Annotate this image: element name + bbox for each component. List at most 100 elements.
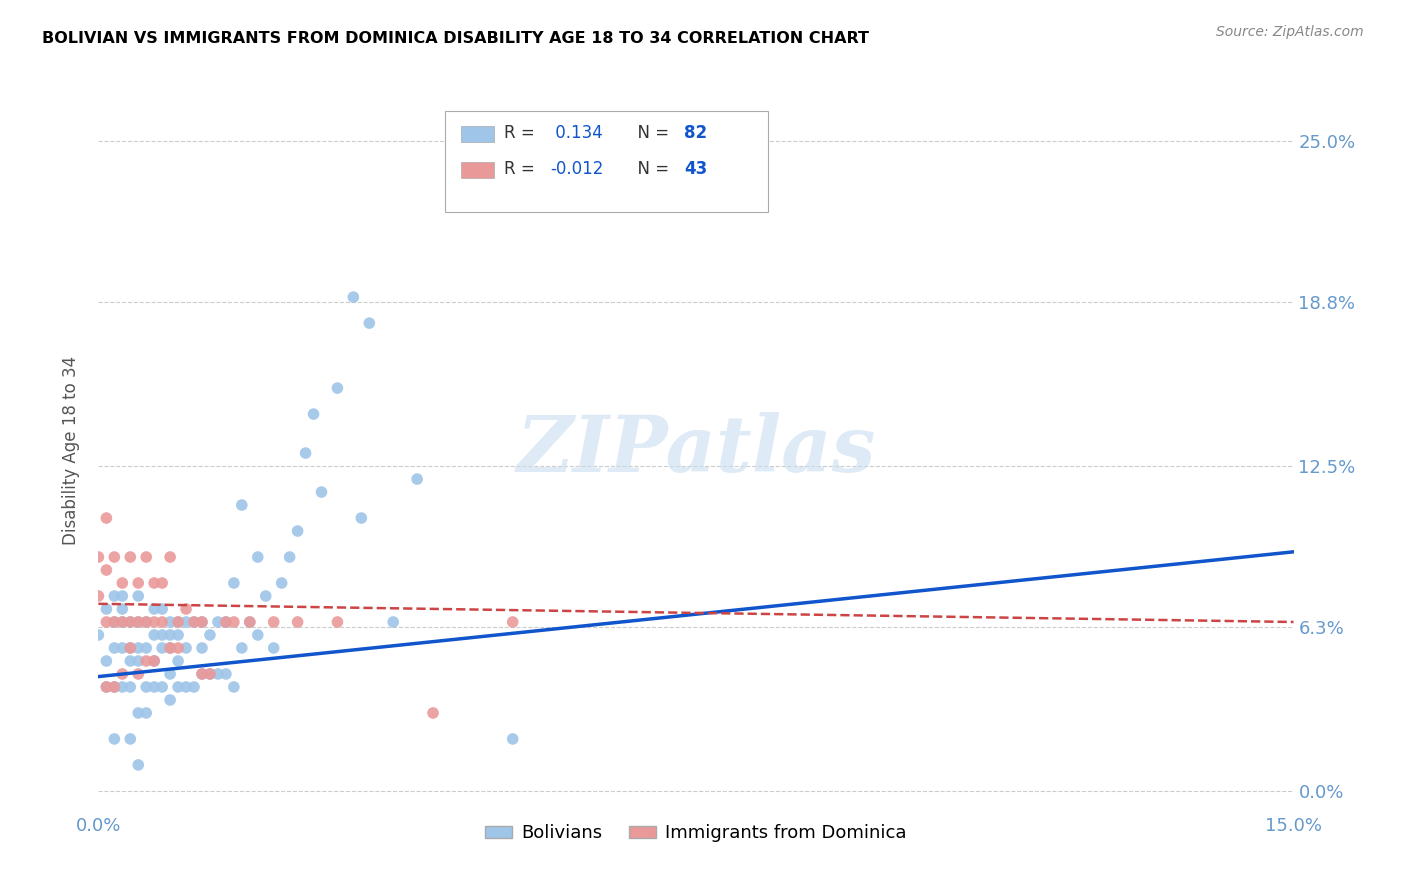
Point: [167, 615, 190, 629]
Text: 82: 82: [685, 124, 707, 142]
Text: N =: N =: [627, 124, 673, 142]
Point: [135, 549, 157, 564]
Point: [96, 680, 118, 694]
Point: [406, 472, 429, 486]
Point: [167, 615, 190, 629]
Point: [167, 640, 190, 655]
Point: [111, 602, 134, 616]
Point: [96, 563, 118, 577]
Point: [183, 615, 205, 629]
Point: [143, 602, 166, 616]
Point: [120, 640, 142, 655]
Point: [311, 485, 333, 500]
Point: [359, 316, 381, 330]
Point: [222, 576, 245, 591]
Point: [207, 615, 229, 629]
Point: [222, 680, 245, 694]
Point: [135, 640, 157, 655]
Point: [120, 615, 142, 629]
Point: [143, 654, 166, 668]
Point: [143, 615, 166, 629]
Point: [215, 667, 238, 681]
Point: [120, 654, 142, 668]
Point: [103, 680, 125, 694]
Point: [103, 549, 125, 564]
Point: [111, 576, 134, 591]
Point: [326, 615, 349, 629]
Point: [246, 549, 269, 564]
Point: [326, 381, 349, 395]
Point: [231, 640, 253, 655]
Point: [183, 615, 205, 629]
Point: [103, 615, 125, 629]
Point: [143, 576, 166, 591]
Point: [502, 731, 524, 746]
Point: [159, 640, 181, 655]
Point: [159, 615, 181, 629]
Point: [191, 667, 214, 681]
Text: BOLIVIAN VS IMMIGRANTS FROM DOMINICA DISABILITY AGE 18 TO 34 CORRELATION CHART: BOLIVIAN VS IMMIGRANTS FROM DOMINICA DIS…: [42, 31, 869, 46]
Point: [103, 640, 125, 655]
Point: [96, 615, 118, 629]
Point: [96, 602, 118, 616]
Point: [96, 654, 118, 668]
Point: [87, 549, 110, 564]
Point: [120, 615, 142, 629]
Point: [127, 615, 149, 629]
Point: [239, 615, 262, 629]
Point: [120, 731, 142, 746]
Point: [198, 667, 221, 681]
Bar: [461, 162, 494, 178]
Point: [159, 667, 181, 681]
Point: [103, 615, 125, 629]
Point: [191, 615, 214, 629]
Point: [159, 693, 181, 707]
Text: R =: R =: [503, 124, 540, 142]
Point: [254, 589, 277, 603]
Point: [103, 680, 125, 694]
Point: [135, 680, 157, 694]
Point: [198, 628, 221, 642]
Point: [278, 549, 301, 564]
Point: [222, 615, 245, 629]
Point: [239, 615, 262, 629]
Point: [127, 706, 149, 720]
Bar: [461, 126, 494, 142]
Text: 43: 43: [685, 160, 707, 178]
Point: [120, 640, 142, 655]
Point: [111, 680, 134, 694]
Point: [96, 680, 118, 694]
Text: 0.134: 0.134: [550, 124, 603, 142]
Point: [150, 680, 173, 694]
Point: [159, 549, 181, 564]
Point: [174, 640, 197, 655]
Point: [127, 667, 149, 681]
Point: [150, 576, 173, 591]
Point: [143, 628, 166, 642]
Point: [270, 576, 292, 591]
Text: R =: R =: [503, 160, 540, 178]
Point: [159, 640, 181, 655]
Point: [302, 407, 325, 421]
Point: [111, 615, 134, 629]
Text: -0.012: -0.012: [550, 160, 603, 178]
Point: [143, 680, 166, 694]
Point: [191, 667, 214, 681]
Point: [127, 615, 149, 629]
Point: [135, 615, 157, 629]
Point: [215, 615, 238, 629]
Point: [174, 615, 197, 629]
Legend: Bolivians, Immigrants from Dominica: Bolivians, Immigrants from Dominica: [478, 817, 914, 850]
Point: [150, 628, 173, 642]
Point: [287, 524, 309, 538]
Text: Source: ZipAtlas.com: Source: ZipAtlas.com: [1216, 25, 1364, 39]
Point: [111, 615, 134, 629]
Point: [287, 615, 309, 629]
Point: [127, 640, 149, 655]
Point: [191, 640, 214, 655]
Point: [111, 640, 134, 655]
Point: [263, 640, 285, 655]
Point: [198, 667, 221, 681]
Point: [87, 589, 110, 603]
Text: ZIPatlas: ZIPatlas: [516, 412, 876, 489]
